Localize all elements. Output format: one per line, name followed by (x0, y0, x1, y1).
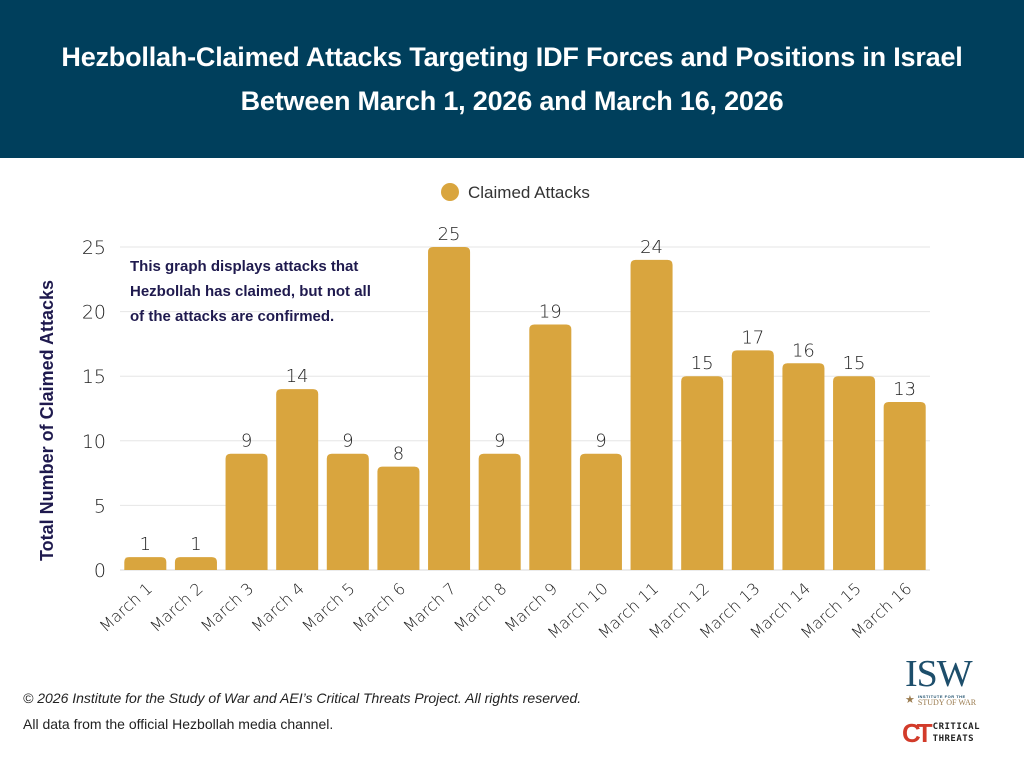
chart-header: Hezbollah-Claimed Attacks Targeting IDF … (0, 0, 1024, 158)
isw-logo-small-text: INSTITUTE FOR THE (917, 694, 966, 699)
bar (276, 389, 319, 570)
annotation: This graph displays attacks that Hezbolla… (130, 258, 371, 325)
data-label: 9 (342, 431, 353, 452)
critical-threats-logo: CT CRITICAL THREATS (902, 718, 1007, 748)
x-tick-label: March 7 (399, 579, 459, 636)
y-tick-label: 20 (82, 302, 106, 324)
legend-marker (441, 183, 459, 201)
y-tick-label: 10 (82, 431, 106, 453)
bar (326, 453, 369, 570)
bar (731, 350, 774, 570)
x-tick-label: March 6 (349, 579, 409, 636)
data-label: 19 (539, 302, 562, 323)
annotation-line: Hezbollah has claimed, but not all (130, 283, 371, 300)
x-tick-label: March 5 (298, 579, 358, 636)
chart-title-line-1: Hezbollah-Claimed Attacks Targeting IDF … (61, 42, 963, 72)
legend: Claimed Attacks (441, 183, 590, 202)
star-icon: ★ (905, 694, 915, 706)
bars (124, 247, 926, 570)
y-tick-label: 15 (82, 366, 106, 388)
chart-title-line-2: Between March 1, 2026 and March 16, 2026 (240, 86, 784, 116)
y-axis-ticks: 0 5 10 15 20 25 (82, 237, 106, 582)
bar (782, 363, 825, 570)
x-tick-label: March 8 (450, 579, 510, 636)
y-tick-label: 0 (94, 560, 106, 582)
data-source-note: All data from the official Hezbollah med… (23, 716, 334, 732)
data-label: 15 (691, 353, 714, 374)
bar (579, 453, 622, 570)
bar (681, 376, 724, 570)
isw-logo-big-text: STUDY OF WAR (917, 698, 977, 707)
data-label: 16 (792, 340, 815, 361)
x-tick-label: March 1 (96, 579, 156, 636)
bar (529, 324, 572, 570)
bar (174, 557, 217, 570)
x-tick-label: March 3 (197, 579, 257, 636)
data-label: 14 (286, 366, 309, 387)
ct-logo-line-1: CRITICAL (932, 722, 981, 732)
bar-chart: Claimed Attacks 0 5 10 15 20 25 Total Number … (37, 183, 930, 643)
data-label: 25 (438, 224, 461, 245)
bar (225, 453, 268, 570)
data-label: 24 (640, 237, 663, 258)
bar (124, 557, 167, 570)
x-tick-label: March 2 (146, 579, 206, 636)
annotation-line: This graph displays attacks that (130, 258, 358, 275)
isw-logo: ISW ★ INSTITUTE FOR THE STUDY OF WAR (905, 655, 1005, 707)
data-label: 9 (494, 431, 505, 452)
bar (478, 453, 521, 570)
annotation-line: of the attacks are confirmed. (130, 308, 334, 325)
data-label: 15 (843, 353, 866, 374)
data-label: 1 (190, 534, 201, 555)
data-label: 13 (893, 379, 916, 400)
bar (377, 466, 420, 570)
legend-label: Claimed Attacks (468, 183, 590, 202)
data-label: 1 (140, 534, 151, 555)
data-label: 8 (393, 444, 404, 465)
ct-logo-mark: CT (902, 718, 933, 748)
bar (883, 402, 926, 570)
data-label: 9 (595, 431, 606, 452)
bar (630, 259, 673, 570)
bar (428, 247, 471, 570)
y-tick-label: 25 (82, 237, 106, 259)
ct-logo-line-2: THREATS (932, 734, 975, 744)
isw-logo-letters: ISW (905, 653, 973, 695)
y-tick-label: 5 (94, 495, 106, 517)
y-axis-label: Total Number of Claimed Attacks (37, 280, 57, 561)
x-tick-label: March 4 (248, 579, 308, 636)
data-label: 9 (241, 431, 252, 452)
bar (833, 376, 876, 570)
copyright-notice: © 2026 Institute for the Study of War an… (23, 690, 582, 706)
data-label: 17 (741, 327, 764, 348)
